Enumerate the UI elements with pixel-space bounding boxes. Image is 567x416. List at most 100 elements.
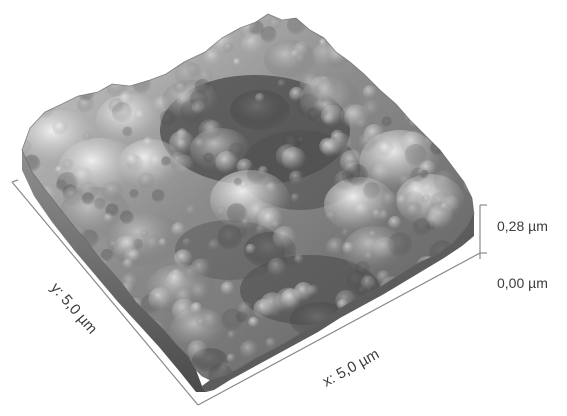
surface-grain (413, 312, 429, 328)
surface-grain (22, 283, 36, 309)
surface-grain (33, 290, 50, 308)
surface-grain (293, 254, 304, 265)
surface-grain (295, 350, 307, 363)
surface-grain (277, 79, 287, 88)
surface-grain (462, 278, 474, 304)
surface-grain (114, 52, 128, 66)
surface-grain (120, 210, 134, 225)
surface-grain (81, 192, 95, 206)
surface-grain (373, 236, 397, 260)
surface-grain (138, 172, 156, 190)
surface-grain (148, 356, 167, 376)
surface-grain (91, 64, 102, 76)
surface-grain (186, 39, 204, 58)
surface-grain (255, 224, 266, 235)
surface-grain (363, 182, 381, 200)
surface-grain (363, 123, 385, 145)
x-axis-line (197, 252, 481, 406)
surface-grain (217, 224, 243, 250)
surface-grain (95, 79, 109, 93)
surface-grain (142, 14, 159, 24)
surface-grain (116, 14, 136, 28)
surface-grain (100, 248, 114, 262)
surface-grain (437, 16, 461, 39)
surface-right-wall (202, 214, 474, 392)
surface-grain (463, 160, 474, 186)
surface-grain (432, 306, 442, 316)
surface-grain (59, 60, 68, 69)
surface-grain (154, 26, 176, 47)
surface-grain (239, 340, 260, 361)
surface-grain (52, 34, 64, 46)
surface-grain (120, 272, 141, 292)
surface-grain (22, 283, 35, 300)
surface-grain (221, 308, 244, 331)
surface-grain (42, 250, 68, 277)
surface-grain (137, 362, 154, 379)
surface-grain (55, 179, 67, 191)
surface-grain (343, 160, 359, 176)
surface-grain (339, 14, 352, 27)
surface-grain (72, 273, 91, 293)
surface-grain (321, 139, 340, 158)
surface-grain (157, 34, 167, 44)
surface-grain (148, 287, 172, 311)
surface-grain (200, 310, 222, 332)
surface-grain (441, 303, 463, 326)
surface-grain (371, 63, 383, 76)
surface-grain (66, 14, 89, 32)
surface-grain (246, 164, 267, 185)
surface-grain (433, 169, 458, 194)
surface-grain (34, 289, 49, 303)
surface-grain (139, 373, 151, 380)
surface-grain (405, 201, 423, 219)
surface-grain (380, 190, 399, 209)
surface-grain (369, 207, 384, 222)
surface-grain (446, 126, 467, 148)
surface-grain (429, 57, 447, 75)
surface-grain (353, 201, 371, 219)
surface-grain (184, 204, 198, 218)
surface-grain (272, 226, 297, 250)
surface-grain (374, 14, 396, 32)
surface-grain (228, 142, 245, 158)
surface-grain (397, 317, 415, 335)
surface-grain (456, 14, 473, 26)
surface-grain (92, 22, 116, 47)
surface-grain (413, 217, 432, 236)
surface-grain (220, 281, 235, 296)
surface-grain (267, 257, 288, 278)
surface-grain (122, 126, 133, 137)
surface-grain (62, 15, 74, 27)
surface-grain (413, 109, 428, 124)
surface-grain (183, 264, 200, 281)
surface-grain (382, 25, 404, 47)
surface-grain (219, 15, 228, 25)
surface-grain (245, 243, 256, 255)
surface-grain (220, 14, 245, 34)
surface-grain (262, 370, 272, 380)
surface-grain (187, 340, 208, 361)
surface-grain (377, 140, 395, 158)
surface-grain (171, 222, 186, 237)
surface-grain (81, 287, 94, 299)
surface-grain (255, 92, 265, 103)
surface-grain (248, 316, 260, 328)
surface-grain (47, 91, 59, 103)
surface-grain (296, 93, 321, 118)
surface-grain (288, 170, 304, 186)
surface-grain (453, 346, 474, 370)
surface-grain (166, 43, 187, 64)
surface-grain (148, 153, 166, 171)
surface-grain (142, 136, 155, 149)
surface-grain (440, 202, 449, 211)
surface-grain (46, 24, 71, 49)
surface-grain (22, 14, 47, 39)
surface-grain (22, 125, 28, 139)
surface-grain (171, 298, 197, 323)
surface-grain (376, 358, 401, 380)
surface-grain (233, 177, 243, 187)
surface-grain (129, 189, 139, 199)
z-scale-top-label: 0,28 µm (497, 218, 548, 234)
